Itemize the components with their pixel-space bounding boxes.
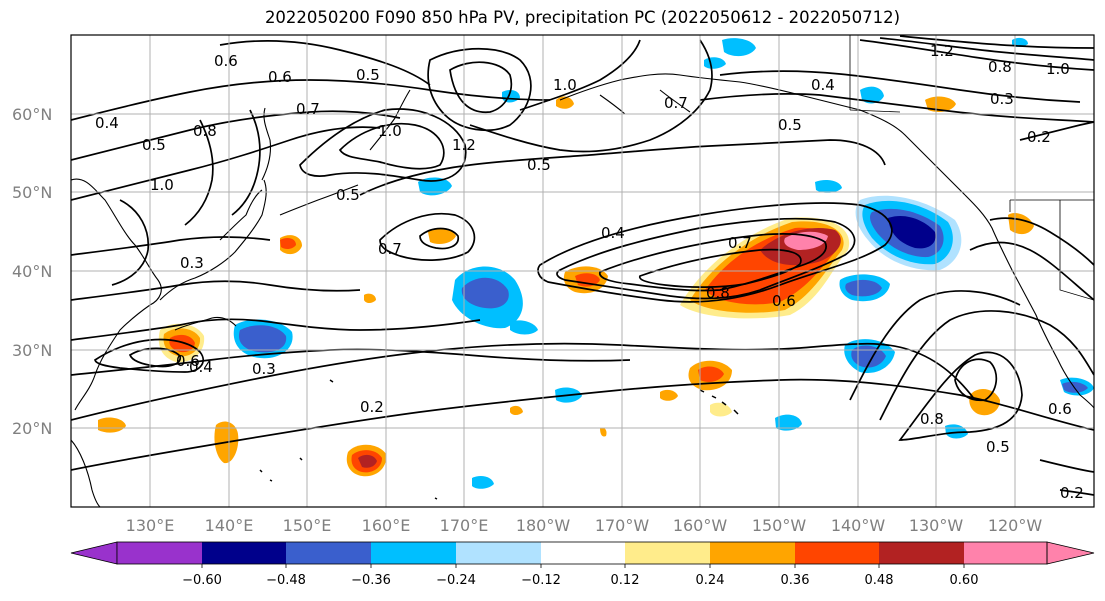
contour-label: 0.7 — [728, 234, 752, 252]
contour-label: 0.5 — [356, 66, 380, 84]
contour-label: 0.7 — [296, 100, 320, 118]
coastlines — [71, 35, 1094, 507]
contour-label: 1.0 — [1046, 60, 1070, 78]
contour-label: 0.5 — [336, 186, 360, 204]
contour-label: 1.0 — [378, 122, 402, 140]
lon-label: 170°W — [595, 516, 650, 535]
contour-label: 0.6 — [176, 352, 200, 370]
contour-labels: 0.6 0.6 0.5 0.4 0.5 0.8 1.0 0.7 0.5 1.0 … — [95, 42, 1084, 502]
lon-label: 160°W — [673, 516, 728, 535]
colorbar-segment — [371, 542, 456, 564]
colorbar-extend-min — [70, 541, 118, 565]
colorbar-tick: −0.36 — [351, 573, 391, 588]
contour-label: 0.2 — [360, 398, 384, 416]
contour-label: 0.8 — [920, 410, 944, 428]
lat-label-60n: 60°N — [12, 105, 52, 124]
lat-label-50n: 50°N — [12, 183, 52, 202]
lon-label: 180°W — [516, 516, 571, 535]
contour-label: 0.3 — [180, 254, 204, 272]
contour-label: 1.2 — [930, 42, 954, 60]
colorbar-segment — [117, 542, 202, 564]
colorbar-segment — [202, 542, 286, 564]
lon-label: 140°E — [205, 516, 254, 535]
contour-label: 0.6 — [772, 292, 796, 310]
lat-label-40n: 40°N — [12, 262, 52, 281]
contour-label: 0.8 — [193, 122, 217, 140]
latitude-labels: 60°N 50°N 40°N 30°N 20°N — [12, 105, 52, 438]
colorbar-extend-max — [1046, 541, 1095, 565]
colorbar-segment — [795, 542, 879, 564]
colorbar-tick: −0.48 — [266, 573, 306, 588]
map-panel: 0.6 0.6 0.5 0.4 0.5 0.8 1.0 0.7 0.5 1.0 … — [70, 34, 1095, 508]
colorbar: −0.60 −0.48 −0.36 −0.24 −0.12 0.12 0.24 … — [70, 541, 1095, 588]
grid-lines — [71, 35, 1094, 507]
contour-label: 1.0 — [150, 176, 174, 194]
lon-label: 130°E — [126, 516, 175, 535]
lon-label: 140°W — [831, 516, 886, 535]
contour-label: 1.2 — [452, 136, 476, 154]
contour-label: 0.6 — [268, 68, 292, 86]
lat-label-30n: 30°N — [12, 341, 52, 360]
contour-label: 0.4 — [189, 358, 213, 376]
contour-label: 0.4 — [95, 114, 119, 132]
contour-label: 0.6 — [214, 52, 238, 70]
colorbar-tick: 0.60 — [950, 573, 979, 588]
colorbar-segment — [286, 542, 371, 564]
lon-label: 170°E — [440, 516, 489, 535]
contour-label: 0.5 — [778, 116, 802, 134]
pv-contours — [71, 35, 1094, 496]
contour-label: 0.2 — [1060, 484, 1084, 502]
contour-label: 0.8 — [988, 58, 1012, 76]
colorbar-tick: 0.48 — [865, 573, 894, 588]
colorbar-tick: 0.12 — [611, 573, 640, 588]
colorbar-segment — [456, 542, 541, 564]
contour-label: 0.4 — [811, 76, 835, 94]
colorbar-tick: 0.24 — [696, 573, 725, 588]
colorbar-segment — [879, 542, 964, 564]
lon-label: 120°W — [988, 516, 1043, 535]
contour-label: 0.7 — [664, 94, 688, 112]
lon-label: 150°E — [283, 516, 332, 535]
contour-label: 0.5 — [142, 136, 166, 154]
contour-label: 0.3 — [990, 90, 1014, 108]
map-title: 2022050200 F090 850 hPa PV, precipitatio… — [264, 8, 901, 27]
contour-label: 0.8 — [706, 284, 730, 302]
contour-label: 1.0 — [553, 76, 577, 94]
longitude-labels: 130°E 140°E 150°E 160°E 170°E 180°W 170°… — [126, 516, 1043, 535]
contour-label: 0.7 — [378, 240, 402, 258]
contour-label: 0.5 — [527, 156, 551, 174]
colorbar-tick: 0.36 — [781, 573, 810, 588]
lon-label: 130°W — [909, 516, 964, 535]
lon-label: 150°W — [752, 516, 807, 535]
contour-label: 0.4 — [601, 224, 625, 242]
contour-label: 0.6 — [1048, 400, 1072, 418]
colorbar-segment — [710, 542, 795, 564]
lat-label-20n: 20°N — [12, 419, 52, 438]
colorbar-segment — [625, 542, 710, 564]
colorbar-tick: −0.12 — [521, 573, 561, 588]
colorbar-tick: −0.24 — [436, 573, 476, 588]
contour-label: 0.3 — [252, 360, 276, 378]
contour-label: 0.5 — [986, 438, 1010, 456]
colorbar-segment — [964, 542, 1047, 564]
lon-label: 160°E — [362, 516, 411, 535]
contour-label: 0.2 — [1027, 128, 1051, 146]
colorbar-tick: −0.60 — [182, 573, 222, 588]
colorbar-segment — [541, 542, 625, 564]
